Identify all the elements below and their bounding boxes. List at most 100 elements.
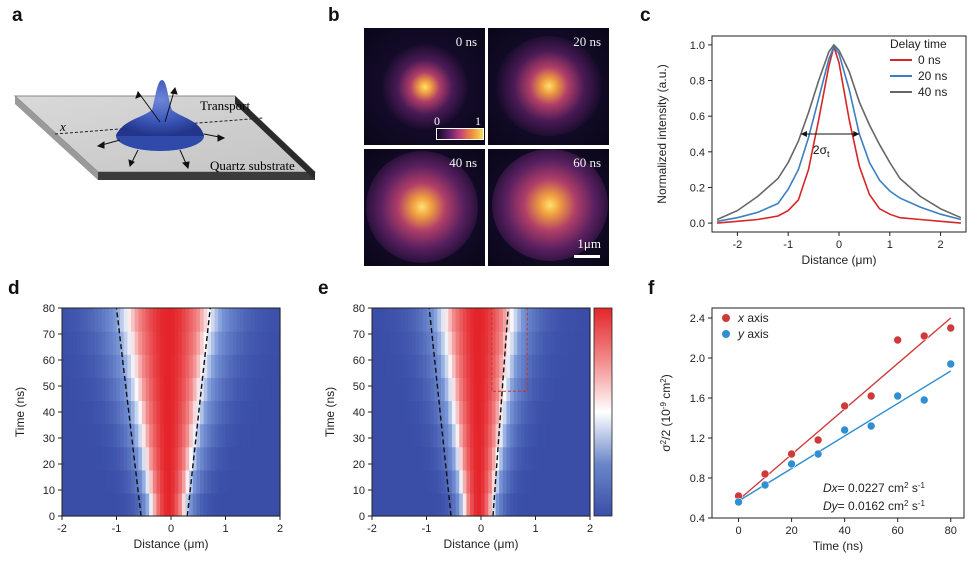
legend-marker <box>722 314 730 322</box>
heatmap-cell <box>69 308 74 332</box>
heatmap-cell <box>481 400 486 425</box>
heatmap-cell <box>546 308 551 332</box>
heatmap-cell <box>408 400 413 425</box>
x-tick-label: 0 <box>168 523 174 535</box>
heatmap-cell <box>546 377 551 402</box>
heatmap-cell <box>401 400 406 425</box>
heatmap-cell <box>272 308 277 332</box>
heatmap-cell <box>98 423 103 448</box>
heatmap-cell <box>218 308 223 332</box>
heatmap-cell <box>225 492 230 517</box>
heatmap-cell <box>152 377 158 402</box>
heatmap-cell <box>109 331 114 355</box>
heatmap-cell <box>207 469 212 494</box>
heatmap-cell <box>510 492 515 517</box>
heatmap-cell <box>379 469 384 494</box>
heatmap-cell <box>488 377 493 402</box>
heatmap-cell <box>272 469 277 494</box>
heatmap-cell <box>379 423 384 448</box>
heatmap-cell <box>382 354 388 378</box>
heatmap-cell <box>571 308 577 332</box>
heatmap-cell <box>91 354 96 378</box>
heatmap-cell <box>185 308 190 332</box>
heatmap-cell <box>455 492 460 517</box>
heatmap-cell <box>481 354 486 378</box>
heatmap-cell <box>120 446 125 471</box>
heatmap-cell <box>408 469 413 494</box>
heatmap-cell <box>495 308 500 332</box>
heatmap-cell <box>470 492 475 517</box>
heatmap-cell <box>145 469 150 494</box>
heatmap-cell <box>433 423 438 448</box>
heatmap-cell <box>437 469 442 494</box>
heatmap-cell <box>218 446 223 471</box>
heatmap-cell <box>390 400 395 425</box>
heatmap-cell <box>181 446 187 471</box>
heatmap-cell <box>178 469 183 494</box>
heatmap-cell <box>528 308 533 332</box>
x-tick-label: -1 <box>422 523 432 535</box>
heatmap-cell <box>491 331 497 355</box>
heatmap-cell <box>138 377 143 402</box>
heatmap-cell <box>375 446 380 471</box>
heatmap-cell <box>488 354 493 378</box>
heatmap-cell <box>433 377 438 402</box>
heatmap-cell <box>94 308 99 332</box>
heatmap-cell <box>127 400 132 425</box>
heatmap-cell <box>553 377 558 402</box>
heatmap-cell <box>481 377 486 402</box>
heatmap-cell <box>236 331 241 355</box>
heatmap-cell <box>62 423 67 448</box>
panel-label-b: b <box>328 5 340 26</box>
heatmap-cell <box>535 400 540 425</box>
heatmap-cell <box>473 423 478 448</box>
heatmap-cell <box>76 377 81 402</box>
heatmap-cell <box>560 492 566 517</box>
heatmap-cell <box>444 377 449 402</box>
heatmap-cell <box>156 423 161 448</box>
heatmap-cell <box>575 354 580 378</box>
heatmap-cell <box>571 469 577 494</box>
heatmap-cell <box>69 492 74 517</box>
panel-f-chart: 0 20 40 60 80 0.4 0.8 1.2 1.6 2.0 2.4 Time (ns) σ2/2… <box>659 307 965 553</box>
heatmap-cell <box>240 308 245 332</box>
heatmap-cell <box>171 308 176 332</box>
heatmap-cell <box>539 308 544 332</box>
heatmap-cell <box>484 469 489 494</box>
heatmap-cell <box>203 492 208 517</box>
heatmap-cell <box>586 492 591 517</box>
heatmap-cell <box>196 446 201 471</box>
heatmap-cell <box>72 492 78 517</box>
heatmap-cell <box>560 400 566 425</box>
heatmap-cell <box>437 354 442 378</box>
panel-label-e: e <box>318 278 329 299</box>
heatmap-cell <box>138 400 143 425</box>
heatmap-cell <box>506 354 511 378</box>
heatmap-cell <box>232 446 237 471</box>
heatmap-cell <box>149 423 154 448</box>
heatmap-cell <box>225 331 230 355</box>
heatmap-cell <box>185 423 190 448</box>
heatmap-cell <box>229 354 234 378</box>
heatmap-cell <box>451 354 457 378</box>
heatmap-cell <box>240 492 245 517</box>
heatmap-cell <box>229 423 234 448</box>
heatmap-cell <box>178 377 183 402</box>
heatmap-cell <box>65 446 70 471</box>
diffusion-annotation: Dy= 0.0162 cm2 s-1 <box>823 499 926 514</box>
heatmap-cell <box>401 446 406 471</box>
heatmap-cell <box>62 400 67 425</box>
heatmap-cell <box>91 377 96 402</box>
heatmap-cell <box>433 446 438 471</box>
heatmap-cell <box>517 308 522 332</box>
heatmap-cell <box>138 354 143 378</box>
heatmap-cell <box>477 400 482 425</box>
heatmap-cell <box>415 400 420 425</box>
heatmap-cell <box>127 469 132 494</box>
heatmap-cell <box>149 446 154 471</box>
heatmap-cell <box>276 331 281 355</box>
heatmap-cell <box>481 469 486 494</box>
heatmap-cell <box>372 354 377 378</box>
heatmap-cell <box>109 446 114 471</box>
heatmap-cell <box>513 492 518 517</box>
